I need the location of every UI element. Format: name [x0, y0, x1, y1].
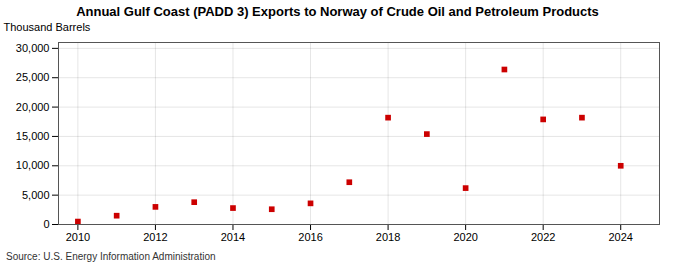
svg-text:2022: 2022 — [531, 231, 555, 243]
svg-text:2020: 2020 — [453, 231, 477, 243]
svg-text:25,000: 25,000 — [16, 71, 50, 83]
svg-text:2014: 2014 — [221, 231, 245, 243]
svg-text:2016: 2016 — [298, 231, 322, 243]
svg-text:10,000: 10,000 — [16, 159, 50, 171]
html-text:Source: U.S. Energy Informatio: Source: U.S. Energy Information Administ… — [6, 251, 216, 262]
svg-text:0: 0 — [43, 218, 49, 230]
html-text:Annual Gulf Coast (PADD 3) Exp: Annual Gulf Coast (PADD 3) Exports to No… — [76, 4, 599, 19]
svg-text:15,000: 15,000 — [16, 130, 50, 142]
svg-text:30,000: 30,000 — [16, 42, 50, 54]
svg-text:2024: 2024 — [608, 231, 632, 243]
svg-text:20,000: 20,000 — [16, 101, 50, 113]
svg-text:2012: 2012 — [143, 231, 167, 243]
svg-text:Thousand Barrels: Thousand Barrels — [4, 21, 91, 33]
svg-text:5,000: 5,000 — [22, 189, 50, 201]
svg-text:2018: 2018 — [376, 231, 400, 243]
svg-text:2010: 2010 — [66, 231, 90, 243]
